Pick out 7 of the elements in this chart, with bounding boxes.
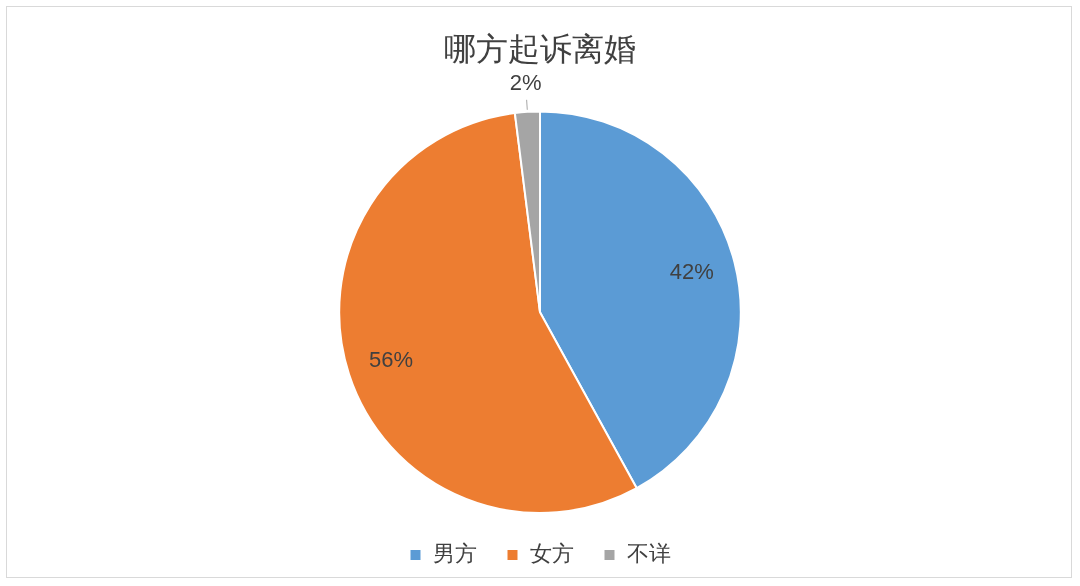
legend-label: 男方: [432, 541, 477, 567]
data-label: 56%: [369, 346, 414, 372]
data-label: 2%: [509, 69, 542, 95]
chart-title: 哪方起诉离婚: [444, 31, 636, 68]
legend-label: 女方: [529, 541, 574, 567]
legend-label: 不详: [626, 541, 671, 567]
data-label: 42%: [669, 259, 714, 285]
